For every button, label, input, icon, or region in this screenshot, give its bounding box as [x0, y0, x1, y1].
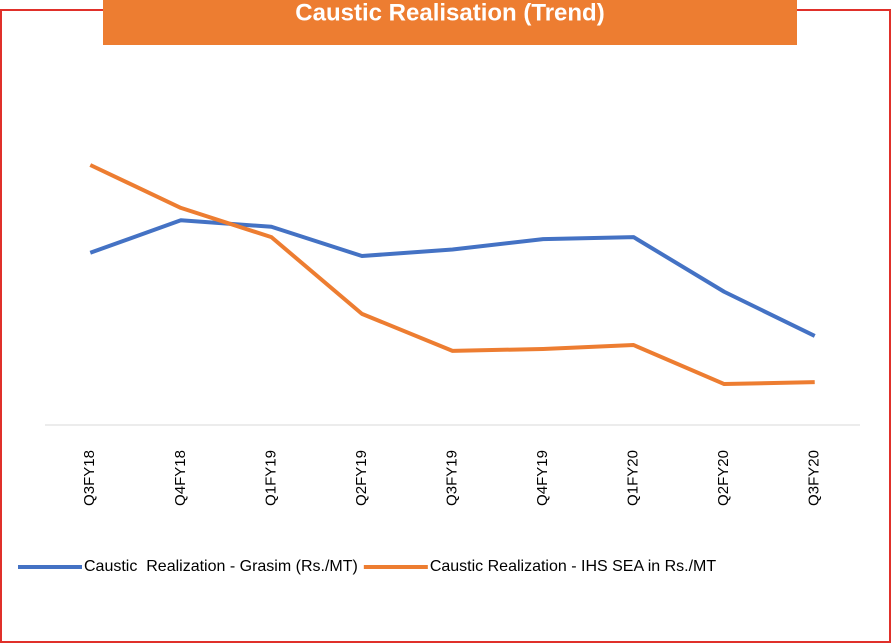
x-tick-label: Q4FY19 — [534, 450, 551, 506]
x-tick-label: Q3FY20 — [806, 450, 823, 506]
x-tick-label: Q1FY20 — [625, 450, 642, 506]
legend-label: Caustic Realization - Grasim (Rs./MT) — [84, 558, 358, 575]
x-tick-label: Q1FY19 — [262, 450, 279, 506]
frame — [0, 9, 891, 643]
legend-label: Caustic Realization - IHS SEA in Rs./MT — [430, 558, 717, 575]
chart-title: Caustic Realisation (Trend) — [295, 0, 604, 26]
x-tick-label: Q2FY19 — [353, 450, 370, 506]
x-tick-label: Q4FY18 — [172, 450, 189, 506]
x-tick-label: Q2FY20 — [715, 450, 732, 506]
series-line — [89, 163, 815, 387]
series-line — [89, 218, 816, 338]
x-tick-label: Q3FY18 — [81, 450, 98, 506]
title-box — [103, 0, 797, 45]
x-tick-label: Q3FY19 — [443, 450, 460, 506]
